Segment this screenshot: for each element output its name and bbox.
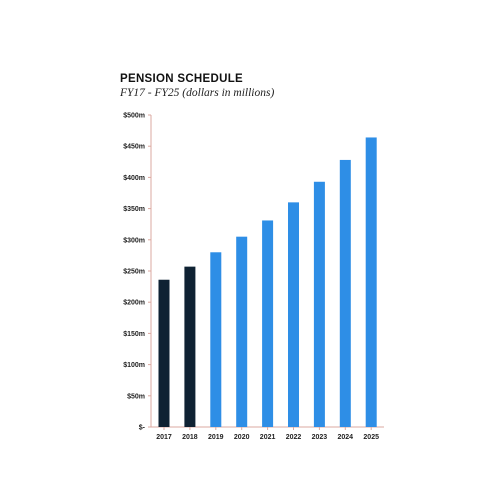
x-tick-label: 2021 bbox=[260, 434, 276, 441]
bar-2017 bbox=[158, 279, 170, 427]
chart-title: PENSION SCHEDULE bbox=[120, 73, 244, 85]
x-tick-label: 2025 bbox=[363, 434, 379, 441]
x-tick-label: 2017 bbox=[156, 434, 172, 441]
y-tick-label: $- bbox=[139, 425, 146, 432]
x-tick-label: 2019 bbox=[208, 434, 224, 441]
bar-2020 bbox=[236, 236, 248, 427]
y-tick-label: $150m bbox=[123, 331, 145, 338]
bar-2023 bbox=[313, 181, 325, 427]
y-tick-label: $500m bbox=[123, 113, 145, 120]
y-tick-label: $100m bbox=[123, 362, 145, 369]
bar-2024 bbox=[339, 159, 351, 428]
bar-2021 bbox=[262, 220, 274, 427]
bar-2022 bbox=[288, 202, 299, 427]
bar-2019 bbox=[210, 252, 222, 427]
x-tick-label: 2024 bbox=[338, 434, 354, 441]
y-tick-label: $450m bbox=[123, 144, 145, 151]
y-tick-label: $400m bbox=[123, 175, 145, 182]
x-tick-label: 2023 bbox=[312, 434, 328, 441]
y-tick-label: $50m bbox=[127, 393, 145, 400]
y-tick-label: $200m bbox=[123, 300, 145, 307]
chart-subtitle: FY17 - FY25 (dollars in millions) bbox=[120, 87, 275, 99]
y-tick-label: $300m bbox=[123, 237, 145, 244]
x-tick-label: 2018 bbox=[182, 434, 198, 441]
y-tick-label: $350m bbox=[123, 206, 145, 213]
bar-2018 bbox=[184, 266, 196, 427]
y-tick-label: $250m bbox=[123, 269, 145, 276]
x-tick-label: 2020 bbox=[234, 434, 250, 441]
x-tick-label: 2022 bbox=[286, 434, 302, 441]
bar-2025 bbox=[365, 137, 377, 428]
